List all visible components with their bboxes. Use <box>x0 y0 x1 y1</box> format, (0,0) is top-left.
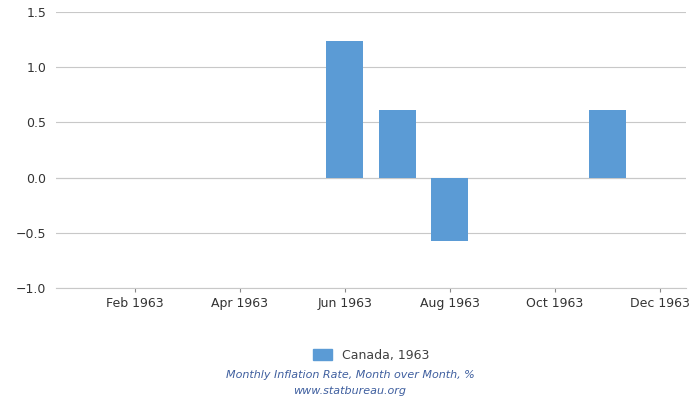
Bar <box>589 110 626 178</box>
Bar <box>326 41 363 178</box>
Bar <box>379 110 416 178</box>
Bar <box>431 178 468 240</box>
Legend: Canada, 1963: Canada, 1963 <box>308 344 434 367</box>
Text: Monthly Inflation Rate, Month over Month, %: Monthly Inflation Rate, Month over Month… <box>225 370 475 380</box>
Text: www.statbureau.org: www.statbureau.org <box>293 386 407 396</box>
